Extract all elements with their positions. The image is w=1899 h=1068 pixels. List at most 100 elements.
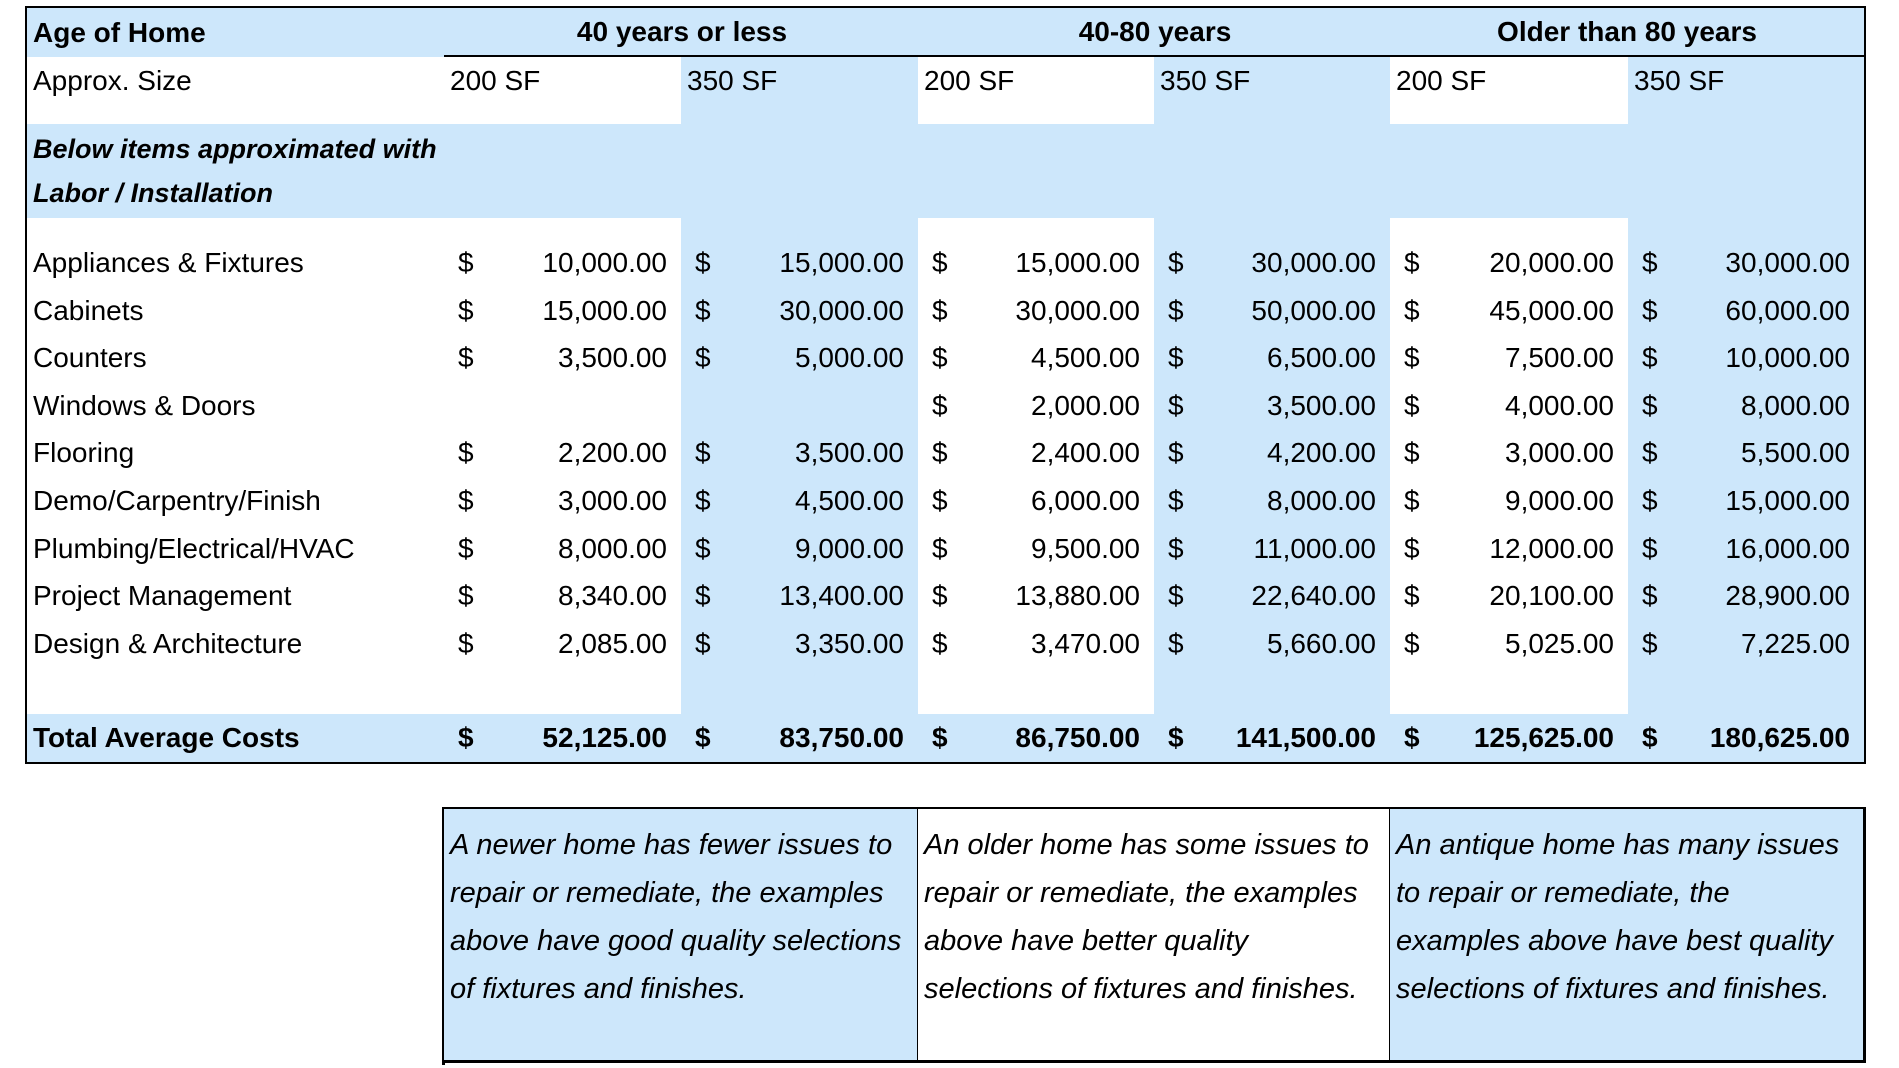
amount-cell: $16,000.00 — [1628, 525, 1866, 574]
amount: 5,000.00 — [795, 342, 904, 373]
amount: 15,000.00 — [1725, 485, 1850, 516]
currency-symbol: $ — [1642, 532, 1658, 564]
amount-cell: $9,000.00 — [1390, 477, 1630, 527]
amount-cell: $30,000.00 — [681, 287, 920, 336]
row-label: Plumbing/Electrical/HVAC — [27, 525, 446, 574]
blank-cell — [1154, 218, 1392, 241]
amount-cell: $6,000.00 — [918, 477, 1156, 527]
amount-cell: $12,000.00 — [1390, 525, 1630, 574]
currency-symbol: $ — [695, 247, 711, 278]
currency-symbol: $ — [1404, 722, 1420, 753]
currency-symbol: $ — [1642, 247, 1658, 278]
amount: 5,660.00 — [1267, 627, 1376, 659]
amount-cell: $8,000.00 — [444, 525, 683, 574]
amount-cell: $180,625.00 — [1628, 714, 1866, 764]
blank-cell — [918, 667, 1156, 716]
blank-cell — [918, 124, 1156, 220]
currency-symbol: $ — [1168, 294, 1184, 326]
amount: 60,000.00 — [1725, 294, 1850, 326]
amount: 2,200.00 — [558, 437, 667, 468]
row-label: Design & Architecture — [27, 620, 446, 669]
size-cell: 350 SF — [1154, 57, 1392, 107]
amount-cell: $28,900.00 — [1628, 572, 1866, 622]
amount: 125,625.00 — [1473, 722, 1614, 753]
blank-cell — [444, 667, 683, 716]
row-label: Demo/Carpentry/Finish — [27, 477, 446, 527]
amount-cell: $5,500.00 — [1628, 429, 1866, 479]
currency-symbol: $ — [1642, 580, 1658, 611]
amount: 5,500.00 — [1741, 437, 1850, 468]
amount-cell: $4,200.00 — [1154, 429, 1392, 479]
blank-cell — [1154, 105, 1392, 126]
blank-cell — [681, 105, 920, 126]
footnote: A newer home has fewer issues to repair … — [444, 809, 920, 1063]
amount-cell: $22,640.00 — [1154, 572, 1392, 622]
currency-symbol: $ — [1404, 389, 1420, 421]
row-label: Flooring — [27, 429, 446, 479]
amount: 15,000.00 — [542, 294, 667, 326]
amount: 10,000.00 — [542, 247, 667, 278]
currency-symbol: $ — [695, 437, 711, 468]
amount: 30,000.00 — [1725, 247, 1850, 278]
amount: 2,085.00 — [558, 627, 667, 659]
amount-cell: $3,470.00 — [918, 620, 1156, 669]
amount: 50,000.00 — [1251, 294, 1376, 326]
amount-cell: $10,000.00 — [444, 239, 683, 289]
blank-cell — [444, 105, 683, 126]
currency-symbol: $ — [695, 342, 711, 373]
blank-cell — [27, 667, 446, 716]
amount-cell: $3,000.00 — [444, 477, 683, 527]
amount-cell: $52,125.00 — [444, 714, 683, 764]
header-label: Age of Home — [27, 8, 446, 59]
currency-symbol: $ — [1642, 342, 1658, 373]
amount-cell: $45,000.00 — [1390, 287, 1630, 336]
currency-symbol: $ — [1168, 627, 1184, 659]
currency-symbol: $ — [458, 437, 474, 468]
amount-cell: $10,000.00 — [1628, 334, 1866, 384]
amount: 2,400.00 — [1031, 437, 1140, 468]
amount: 20,100.00 — [1489, 580, 1614, 611]
amount: 3,350.00 — [795, 627, 904, 659]
amount: 9,000.00 — [1505, 485, 1614, 516]
footnote: An older home has some issues to repair … — [918, 809, 1392, 1063]
amount: 7,225.00 — [1741, 627, 1850, 659]
amount: 16,000.00 — [1725, 532, 1850, 564]
amount: 13,400.00 — [779, 580, 904, 611]
amount: 4,500.00 — [795, 485, 904, 516]
currency-symbol: $ — [458, 294, 474, 326]
currency-symbol: $ — [1168, 532, 1184, 564]
amount: 86,750.00 — [1015, 722, 1140, 753]
amount-cell: $8,000.00 — [1628, 382, 1866, 431]
blank-cell — [27, 105, 446, 126]
amount: 2,000.00 — [1031, 389, 1140, 421]
currency-symbol: $ — [1168, 485, 1184, 516]
amount-cell: $3,500.00 — [444, 334, 683, 384]
amount: 22,640.00 — [1251, 580, 1376, 611]
amount-cell: $15,000.00 — [1628, 477, 1866, 527]
amount: 3,500.00 — [558, 342, 667, 373]
currency-symbol: $ — [932, 485, 948, 516]
size-cell: 200 SF — [444, 57, 683, 107]
amount: 5,025.00 — [1505, 627, 1614, 659]
amount: 7,500.00 — [1505, 342, 1614, 373]
currency-symbol: $ — [932, 294, 948, 326]
size-cell: 200 SF — [1390, 57, 1630, 107]
amount-cell: $3,500.00 — [681, 429, 920, 479]
currency-symbol: $ — [1642, 437, 1658, 468]
amount-cell: $2,200.00 — [444, 429, 683, 479]
amount-cell: $5,660.00 — [1154, 620, 1392, 669]
row-label: Project Management — [27, 572, 446, 622]
blank-cell — [681, 124, 920, 220]
amount-cell: $4,500.00 — [681, 477, 920, 527]
amount-cell: $2,000.00 — [918, 382, 1156, 431]
amount: 6,500.00 — [1267, 342, 1376, 373]
currency-symbol: $ — [1642, 627, 1658, 659]
size-label: Approx. Size — [27, 57, 446, 107]
currency-symbol: $ — [695, 722, 711, 753]
amount: 4,500.00 — [1031, 342, 1140, 373]
currency-symbol: $ — [458, 627, 474, 659]
currency-symbol: $ — [1404, 485, 1420, 516]
amount: 8,340.00 — [558, 580, 667, 611]
amount: 8,000.00 — [1741, 389, 1850, 421]
blank-cell — [1154, 124, 1392, 220]
